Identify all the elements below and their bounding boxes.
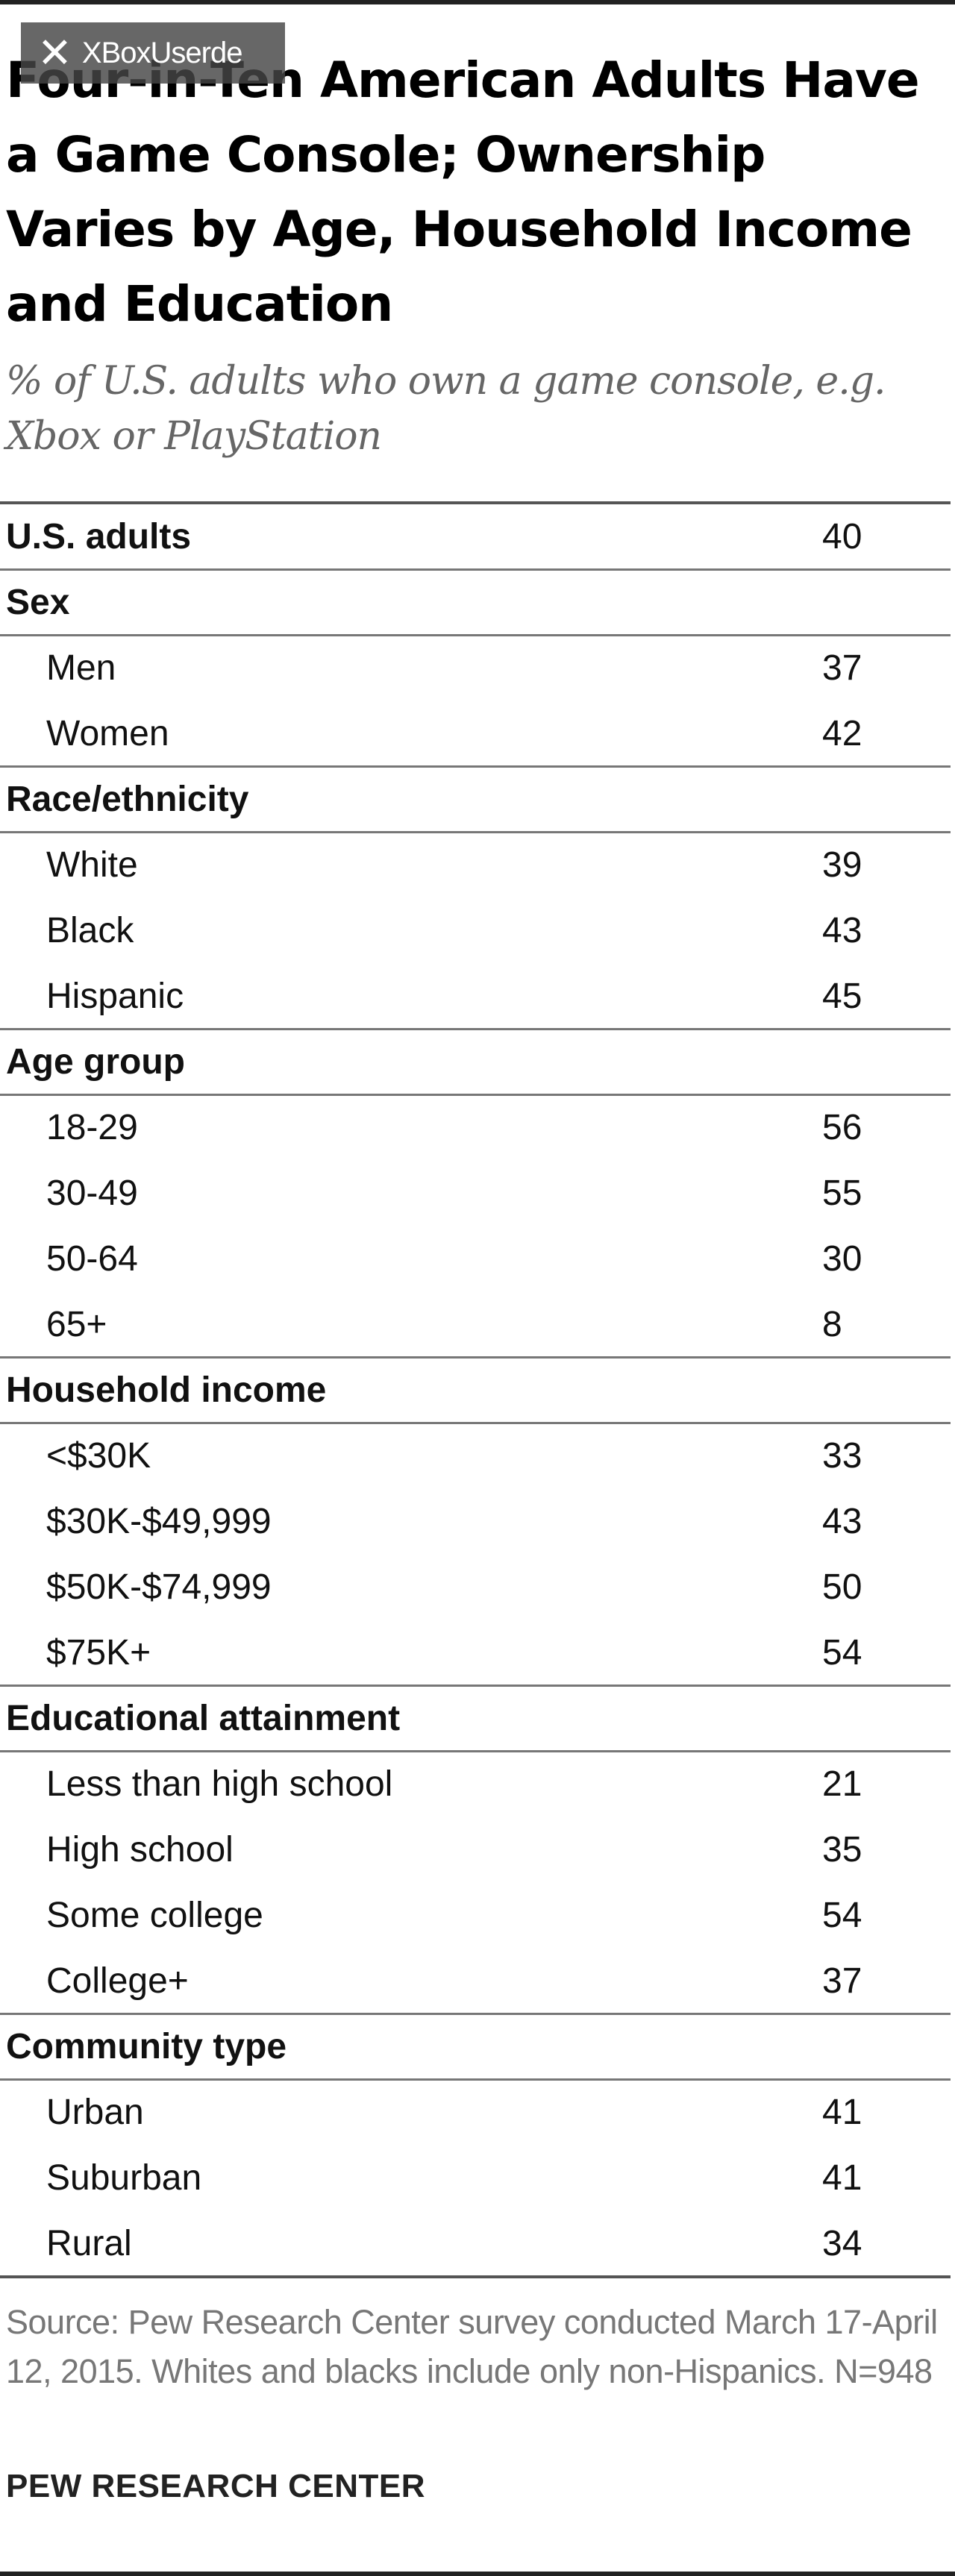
row-label: Women <box>46 714 169 753</box>
row-divider <box>0 831 951 833</box>
table-row: $50K-$74,999 50 <box>0 1555 951 1620</box>
row-value: 33 <box>822 1436 862 1476</box>
row-label: White <box>46 845 138 885</box>
table-row: 50-64 30 <box>0 1226 951 1292</box>
row-value: 8 <box>822 1305 842 1344</box>
row-value: 54 <box>822 1896 862 1935</box>
row-value: 34 <box>822 2224 862 2263</box>
row-divider <box>0 1094 951 1096</box>
table-section-row: Age group <box>0 1030 951 1095</box>
chart-subtitle: % of U.S. adults who own a game console,… <box>6 359 886 459</box>
row-label: Men <box>46 648 116 688</box>
row-value: 42 <box>822 714 862 753</box>
table-section-row: U.S. adults 40 <box>0 504 951 570</box>
row-value: 37 <box>822 648 862 688</box>
row-label: Some college <box>46 1896 263 1935</box>
row-value: 43 <box>822 1502 862 1541</box>
section-label: Sex <box>6 583 70 622</box>
row-label: High school <box>46 1830 234 1870</box>
section-label: Educational attainment <box>6 1699 401 1738</box>
table-row: Black 43 <box>0 898 951 964</box>
row-label: $50K-$74,999 <box>46 1567 272 1607</box>
section-label: Age group <box>6 1042 185 1082</box>
row-label: 50-64 <box>46 1239 138 1279</box>
table-row: <$30K 33 <box>0 1423 951 1489</box>
table-row: 30-49 55 <box>0 1161 951 1226</box>
row-label: Rural <box>46 2224 132 2263</box>
row-label: Hispanic <box>46 977 184 1016</box>
row-value: 40 <box>822 517 862 557</box>
row-label: College+ <box>46 1961 189 2001</box>
row-value: 30 <box>822 1239 862 1279</box>
table-row: High school 35 <box>0 1817 951 1883</box>
table-row: Suburban 41 <box>0 2146 951 2211</box>
row-label: <$30K <box>46 1436 151 1476</box>
row-divider <box>0 1356 951 1358</box>
row-value: 35 <box>822 1830 862 1870</box>
row-value: 41 <box>822 2093 862 2132</box>
row-label: Less than high school <box>46 1764 393 1804</box>
watermark-text: XBoxUserde <box>81 36 243 69</box>
publisher-credit: PEW RESEARCH CENTER <box>6 2468 425 2504</box>
row-value: 55 <box>822 1173 862 1213</box>
row-label: 65+ <box>46 1305 107 1344</box>
row-value: 45 <box>822 977 862 1016</box>
table-row: Men 37 <box>0 636 951 701</box>
table-row: $75K+ 54 <box>0 1620 951 1686</box>
table-row: Less than high school 21 <box>0 1752 951 1817</box>
row-label: $75K+ <box>46 1633 151 1673</box>
row-divider <box>0 634 951 636</box>
row-value: 56 <box>822 1108 862 1147</box>
row-divider <box>0 1685 951 1687</box>
table-row: Women 42 <box>0 701 951 767</box>
row-value: 41 <box>822 2158 862 2198</box>
bottom-rule <box>0 2572 955 2576</box>
row-divider <box>0 2013 951 2015</box>
row-divider <box>0 1028 951 1030</box>
section-label: U.S. adults <box>6 517 192 557</box>
table-row: $30K-$49,999 43 <box>0 1489 951 1555</box>
row-label: 30-49 <box>46 1173 138 1213</box>
table-section-row: Community type <box>0 2014 951 2080</box>
row-label: Black <box>46 911 134 950</box>
table-row: 65+ 8 <box>0 1292 951 1358</box>
section-label: Household income <box>6 1370 327 1410</box>
row-divider <box>0 501 951 504</box>
table-row: Urban 41 <box>0 2080 951 2146</box>
row-divider <box>0 2078 951 2081</box>
row-value: 39 <box>822 845 862 885</box>
row-divider <box>0 765 951 768</box>
chart-title: Four-in-Ten American Adults Have a Game … <box>6 51 920 333</box>
table-section-row: Race/ethnicity <box>0 767 951 833</box>
table-row: 18-29 56 <box>0 1095 951 1161</box>
table-section-row: Educational attainment <box>0 1686 951 1752</box>
table-row: White 39 <box>0 833 951 898</box>
table-section-row: Sex <box>0 570 951 636</box>
row-divider <box>0 1422 951 1424</box>
row-value: 43 <box>822 911 862 950</box>
row-divider <box>0 1750 951 1752</box>
section-label: Race/ethnicity <box>6 780 249 819</box>
top-rule <box>0 0 955 4</box>
table-section-row: Household income <box>0 1358 951 1423</box>
row-value: 54 <box>822 1633 862 1673</box>
watermark: ✕ XBoxUserde <box>21 22 285 84</box>
source-note: Source: Pew Research Center survey condu… <box>6 2303 938 2390</box>
close-x-icon: ✕ <box>37 29 72 76</box>
table-row: College+ 37 <box>0 1949 951 2014</box>
row-label: 18-29 <box>46 1108 138 1147</box>
row-value: 37 <box>822 1961 862 2001</box>
row-divider <box>0 568 951 571</box>
table-row: Some college 54 <box>0 1883 951 1949</box>
table-row: Hispanic 45 <box>0 964 951 1030</box>
section-label: Community type <box>6 2027 287 2066</box>
row-value: 21 <box>822 1764 862 1804</box>
table-row: Rural 34 <box>0 2211 951 2277</box>
row-divider <box>0 2275 951 2278</box>
row-label: Urban <box>46 2093 144 2132</box>
row-label: $30K-$49,999 <box>46 1502 272 1541</box>
row-label: Suburban <box>46 2158 202 2198</box>
row-value: 50 <box>822 1567 862 1607</box>
